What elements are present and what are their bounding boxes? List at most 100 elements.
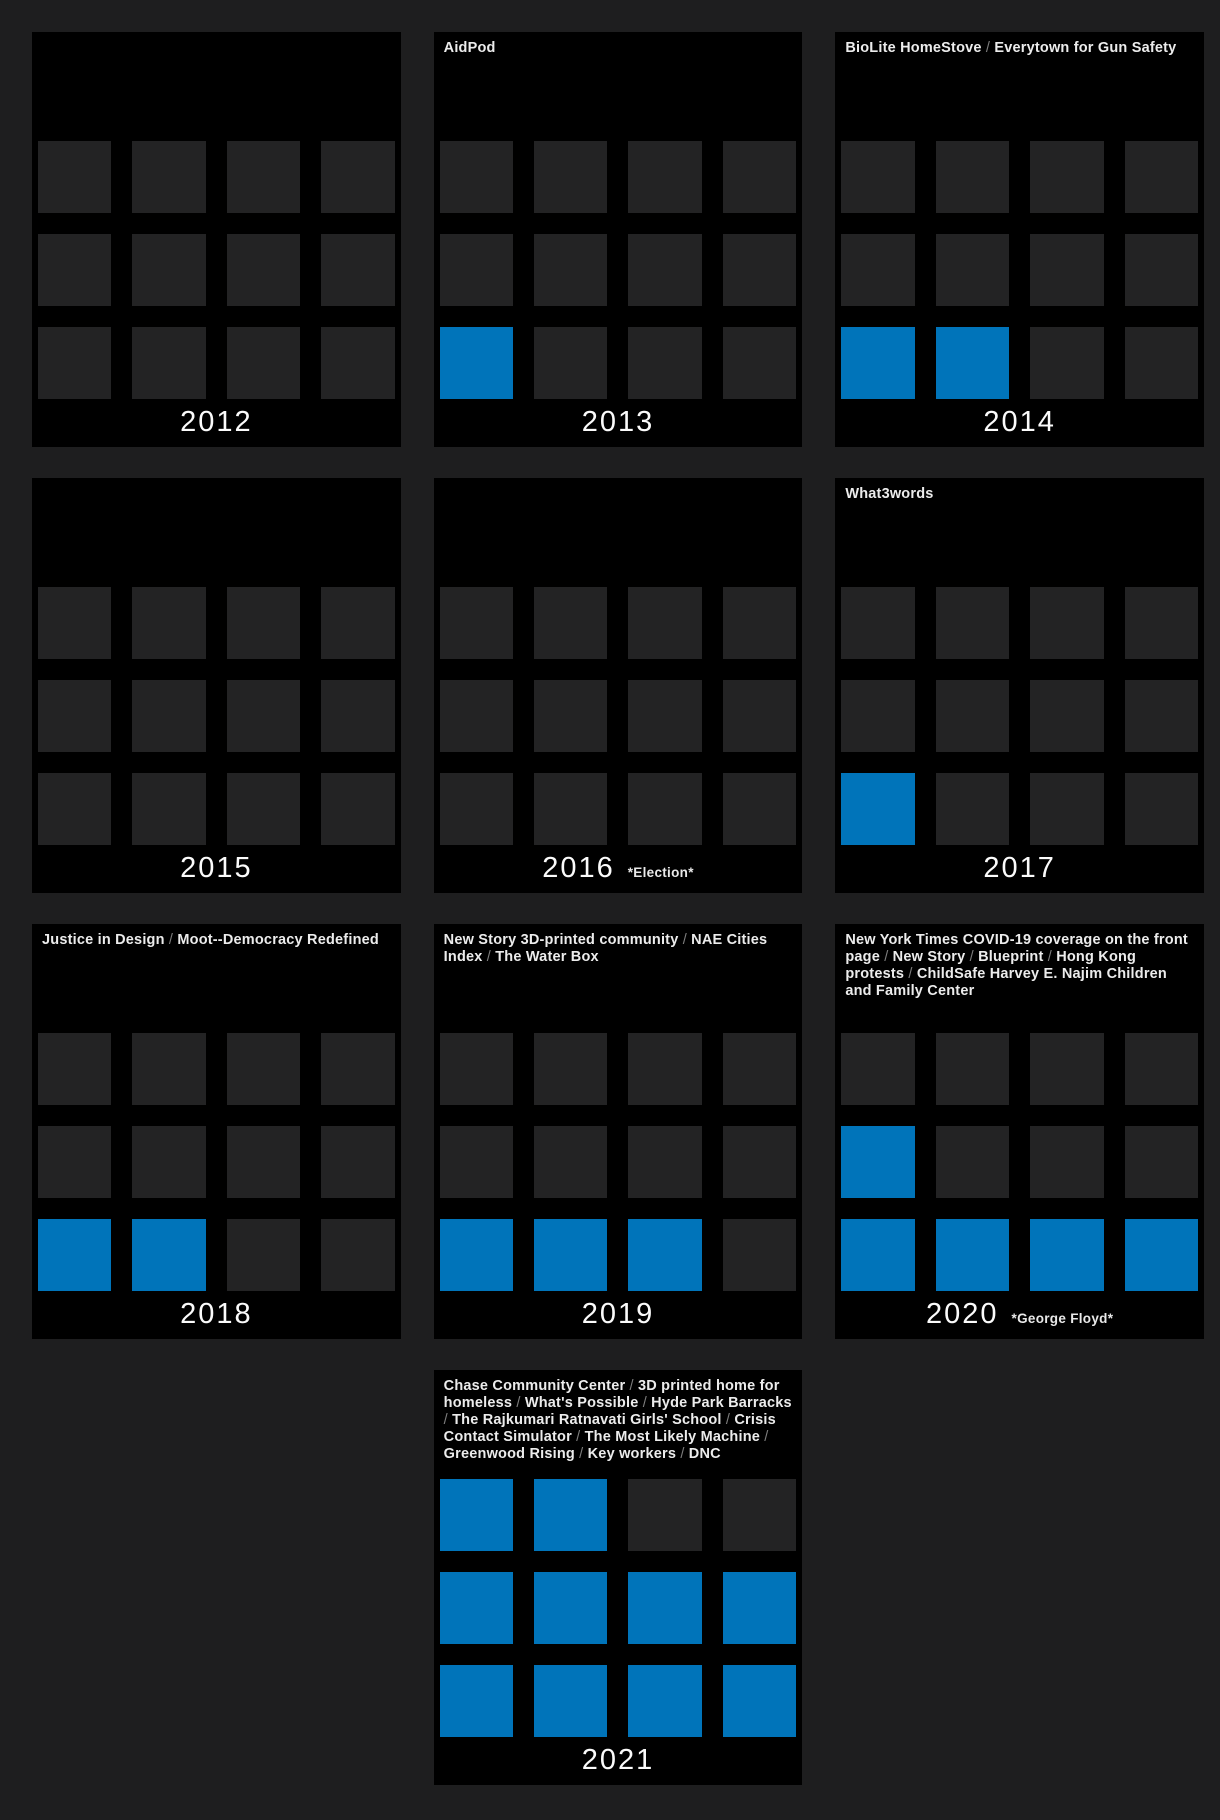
project-label: Moot--Democracy Redefined bbox=[177, 932, 379, 948]
project-cell-empty bbox=[935, 773, 1010, 845]
project-cell-empty bbox=[132, 141, 206, 213]
project-cell-empty bbox=[935, 141, 1010, 213]
panel-grid bbox=[434, 587, 803, 845]
panel-grid bbox=[434, 1479, 803, 1737]
project-cell-empty bbox=[1124, 1126, 1198, 1198]
panel-projects bbox=[32, 478, 401, 587]
project-label: Blueprint bbox=[978, 949, 1044, 965]
panel-projects: Justice in Design / Moot--Democracy Rede… bbox=[32, 924, 401, 1033]
project-cell-empty bbox=[1124, 327, 1198, 399]
project-cell-empty bbox=[935, 1033, 1010, 1105]
year-panel-2021: Chase Community Center / 3D printed home… bbox=[433, 1370, 803, 1785]
project-cell-empty bbox=[38, 141, 112, 213]
year-panel-2018: Justice in Design / Moot--Democracy Rede… bbox=[32, 924, 401, 1339]
project-cell-empty bbox=[1030, 1033, 1104, 1105]
project-label: Everytown for Gun Safety bbox=[994, 40, 1177, 56]
project-cell-empty bbox=[321, 1219, 395, 1291]
project-separator: / bbox=[1043, 949, 1057, 965]
project-cell-filled bbox=[841, 1219, 915, 1291]
project-cell-empty bbox=[321, 141, 395, 213]
project-cell-empty bbox=[439, 234, 514, 306]
project-cell-empty bbox=[1124, 680, 1198, 752]
panel-footer: 2020 *George Floyd* bbox=[835, 1291, 1204, 1339]
project-label: Chase Community Center bbox=[443, 1378, 626, 1394]
panel-grid bbox=[434, 1033, 803, 1291]
project-label: The Most Likely Machine bbox=[584, 1429, 761, 1445]
project-cell-empty bbox=[722, 327, 797, 399]
project-label: ChildSafe Harvey E. Najim Children and F… bbox=[845, 966, 1167, 999]
year-panel-2014: BioLite HomeStove / Everytown for Gun Sa… bbox=[835, 32, 1204, 447]
project-cell-empty bbox=[628, 1479, 702, 1551]
project-label: Crisis Contact Simulator bbox=[443, 1412, 776, 1445]
panel-footer: 2015 bbox=[32, 845, 401, 893]
project-cell-empty bbox=[1124, 587, 1198, 659]
project-cell-empty bbox=[226, 327, 301, 399]
project-cell-empty bbox=[534, 327, 608, 399]
year-panel-2015: 2015 bbox=[32, 478, 401, 893]
project-cell-filled bbox=[1030, 1219, 1104, 1291]
panel-footer: 2012 bbox=[32, 399, 401, 447]
project-cell-empty bbox=[132, 773, 206, 845]
year-label: 2020 bbox=[926, 1297, 999, 1330]
project-cell-empty bbox=[534, 680, 608, 752]
project-cell-filled bbox=[439, 1572, 514, 1644]
project-cell-empty bbox=[841, 680, 915, 752]
project-cell-empty bbox=[132, 327, 206, 399]
project-cell-empty bbox=[132, 1033, 206, 1105]
project-cell-empty bbox=[226, 587, 301, 659]
project-cell-empty bbox=[1124, 1033, 1198, 1105]
project-cell-empty bbox=[628, 773, 702, 845]
project-cell-empty bbox=[935, 1126, 1010, 1198]
project-cell-filled bbox=[439, 1479, 514, 1551]
project-cell-empty bbox=[439, 587, 514, 659]
project-cell-empty bbox=[534, 141, 608, 213]
project-cell-empty bbox=[1124, 773, 1198, 845]
panel-footer: 2016 *Election* bbox=[434, 845, 803, 893]
project-separator: / bbox=[443, 1412, 453, 1428]
project-cell-empty bbox=[722, 1479, 797, 1551]
year-label: 2018 bbox=[180, 1297, 253, 1330]
project-cell-empty bbox=[722, 1219, 797, 1291]
project-cell-empty bbox=[1030, 1126, 1104, 1198]
panel-projects: AidPod bbox=[434, 32, 803, 141]
project-cell-filled bbox=[841, 327, 915, 399]
project-cell-empty bbox=[132, 680, 206, 752]
project-cell-empty bbox=[38, 1033, 112, 1105]
project-cell-empty bbox=[841, 1033, 915, 1105]
year-panel-2020: New York Times COVID-19 coverage on the … bbox=[835, 924, 1204, 1339]
project-cell-filled bbox=[132, 1219, 206, 1291]
project-label: AidPod bbox=[443, 40, 496, 56]
project-label: NAE Cities Index bbox=[443, 932, 768, 965]
project-cell-empty bbox=[628, 327, 702, 399]
project-separator: / bbox=[676, 1446, 689, 1462]
project-label: What3words bbox=[845, 486, 934, 502]
project-cell-empty bbox=[534, 587, 608, 659]
panel-footer: 2017 bbox=[835, 845, 1204, 893]
panel-grid bbox=[835, 1033, 1204, 1291]
project-separator: / bbox=[512, 1395, 525, 1411]
panel-projects: New York Times COVID-19 coverage on the … bbox=[835, 924, 1204, 1033]
year-label: 2017 bbox=[983, 851, 1056, 884]
project-label: What's Possible bbox=[524, 1395, 639, 1411]
project-cell-empty bbox=[321, 1126, 395, 1198]
project-cell-empty bbox=[534, 234, 608, 306]
year-panel-2019: New Story 3D-printed community / NAE Cit… bbox=[433, 924, 803, 1339]
project-cell-empty bbox=[439, 773, 514, 845]
project-label: Justice in Design bbox=[42, 932, 165, 948]
panel-footer: 2019 bbox=[434, 1291, 803, 1339]
year-annotation: *George Floyd* bbox=[1011, 1311, 1114, 1326]
project-cell-empty bbox=[226, 234, 301, 306]
project-separator: / bbox=[965, 949, 979, 965]
project-cell-empty bbox=[1030, 327, 1104, 399]
project-separator: / bbox=[760, 1429, 769, 1445]
project-cell-empty bbox=[38, 234, 112, 306]
panel-grid bbox=[835, 587, 1204, 845]
project-cell-filled bbox=[534, 1665, 608, 1737]
panel-projects: BioLite HomeStove / Everytown for Gun Sa… bbox=[835, 32, 1204, 141]
project-cell-empty bbox=[38, 587, 112, 659]
panel-grid bbox=[434, 141, 803, 399]
project-cell-empty bbox=[226, 1033, 301, 1105]
project-label: Hong Kong protests bbox=[845, 949, 1137, 982]
project-cell-empty bbox=[439, 141, 514, 213]
project-label: Greenwood Rising bbox=[443, 1446, 575, 1462]
